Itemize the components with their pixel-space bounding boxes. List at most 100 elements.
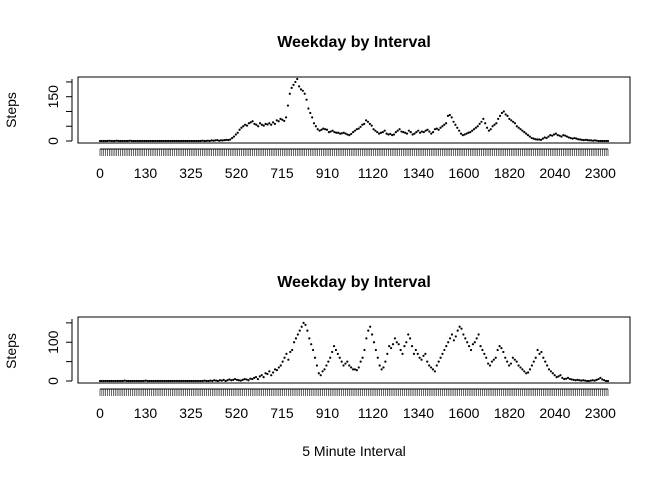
data-point — [169, 139, 172, 143]
data-point — [193, 139, 197, 143]
data-point — [460, 327, 463, 330]
data-point — [458, 129, 461, 132]
data-point — [311, 116, 314, 119]
data-point — [568, 377, 572, 381]
data-point — [530, 136, 533, 140]
x-tick-label: 1120 — [358, 405, 388, 421]
data-point — [313, 356, 317, 359]
data-point — [544, 360, 547, 363]
data-point — [513, 358, 516, 361]
data-point — [355, 128, 358, 131]
x-tick-label: 130 — [134, 405, 158, 421]
data-point — [175, 139, 178, 143]
data-point — [547, 368, 551, 371]
data-point — [378, 364, 381, 367]
data-point — [481, 348, 484, 352]
data-point — [182, 379, 185, 383]
data-point — [342, 131, 345, 134]
data-point — [344, 132, 347, 135]
data-point — [262, 124, 265, 127]
data-point — [523, 131, 526, 134]
data-point — [471, 343, 475, 346]
data-point — [566, 376, 570, 379]
data-point — [178, 379, 182, 383]
data-point — [489, 128, 492, 131]
data-point — [175, 379, 178, 383]
data-point — [233, 377, 237, 381]
data-point — [180, 379, 183, 383]
data-point — [576, 378, 579, 381]
data-point — [381, 131, 384, 134]
data-point — [452, 339, 455, 342]
data-point — [177, 139, 180, 143]
data-point — [584, 138, 587, 141]
data-point — [508, 117, 511, 120]
data-point — [553, 374, 556, 377]
x-tick-label: 2040 — [539, 405, 570, 421]
data-point — [387, 133, 390, 136]
data-point — [383, 129, 386, 132]
data-point — [201, 379, 204, 383]
data-point — [475, 337, 478, 340]
y-axis-label: Steps — [3, 92, 19, 128]
data-point — [289, 350, 292, 354]
data-point — [412, 352, 416, 355]
data-point — [338, 356, 341, 359]
data-point — [304, 323, 307, 326]
data-point — [450, 116, 453, 119]
data-point — [156, 139, 159, 143]
data-point — [132, 139, 135, 143]
data-point — [127, 379, 130, 383]
data-point — [100, 139, 103, 143]
data-point — [277, 120, 280, 123]
data-point — [395, 341, 398, 344]
data-point — [474, 126, 477, 129]
data-point — [171, 139, 174, 143]
data-point — [374, 129, 377, 132]
data-point — [178, 139, 182, 143]
data-point — [129, 379, 132, 383]
data-point — [526, 371, 530, 374]
data-point — [363, 122, 366, 125]
data-point — [385, 132, 388, 135]
data-point — [195, 379, 199, 383]
data-point — [500, 111, 504, 115]
data-point — [473, 341, 476, 344]
data-point — [405, 132, 409, 135]
data-point — [136, 139, 139, 143]
data-point — [552, 133, 556, 136]
data-point — [588, 139, 591, 142]
data-point — [294, 337, 298, 340]
data-point — [184, 379, 187, 383]
data-point — [188, 379, 191, 383]
data-point — [346, 360, 349, 363]
data-point — [361, 356, 364, 359]
data-point — [538, 138, 541, 141]
data-point — [443, 348, 446, 352]
data-point — [469, 348, 473, 352]
data-point — [407, 333, 410, 336]
data-point — [370, 333, 374, 336]
data-point — [519, 128, 522, 131]
data-point — [110, 139, 113, 143]
data-point — [299, 88, 303, 91]
data-point — [584, 379, 587, 382]
data-point — [488, 364, 492, 367]
data-point — [382, 366, 385, 369]
data-point — [206, 139, 210, 142]
data-point — [223, 139, 226, 142]
data-point — [435, 364, 438, 367]
data-point — [279, 364, 282, 367]
data-point — [195, 139, 198, 143]
x-axis: 0 130 325 520 715 910 1120 1340 1600 1820 2040 2300 — [96, 388, 616, 421]
data-point — [325, 128, 329, 131]
data-point — [273, 368, 277, 371]
data-point — [400, 130, 403, 133]
data-point — [314, 125, 317, 128]
data-point — [428, 130, 431, 133]
data-point — [258, 122, 262, 125]
data-point — [164, 139, 167, 143]
data-point — [591, 379, 594, 382]
data-point — [585, 379, 589, 383]
data-point — [162, 139, 165, 143]
